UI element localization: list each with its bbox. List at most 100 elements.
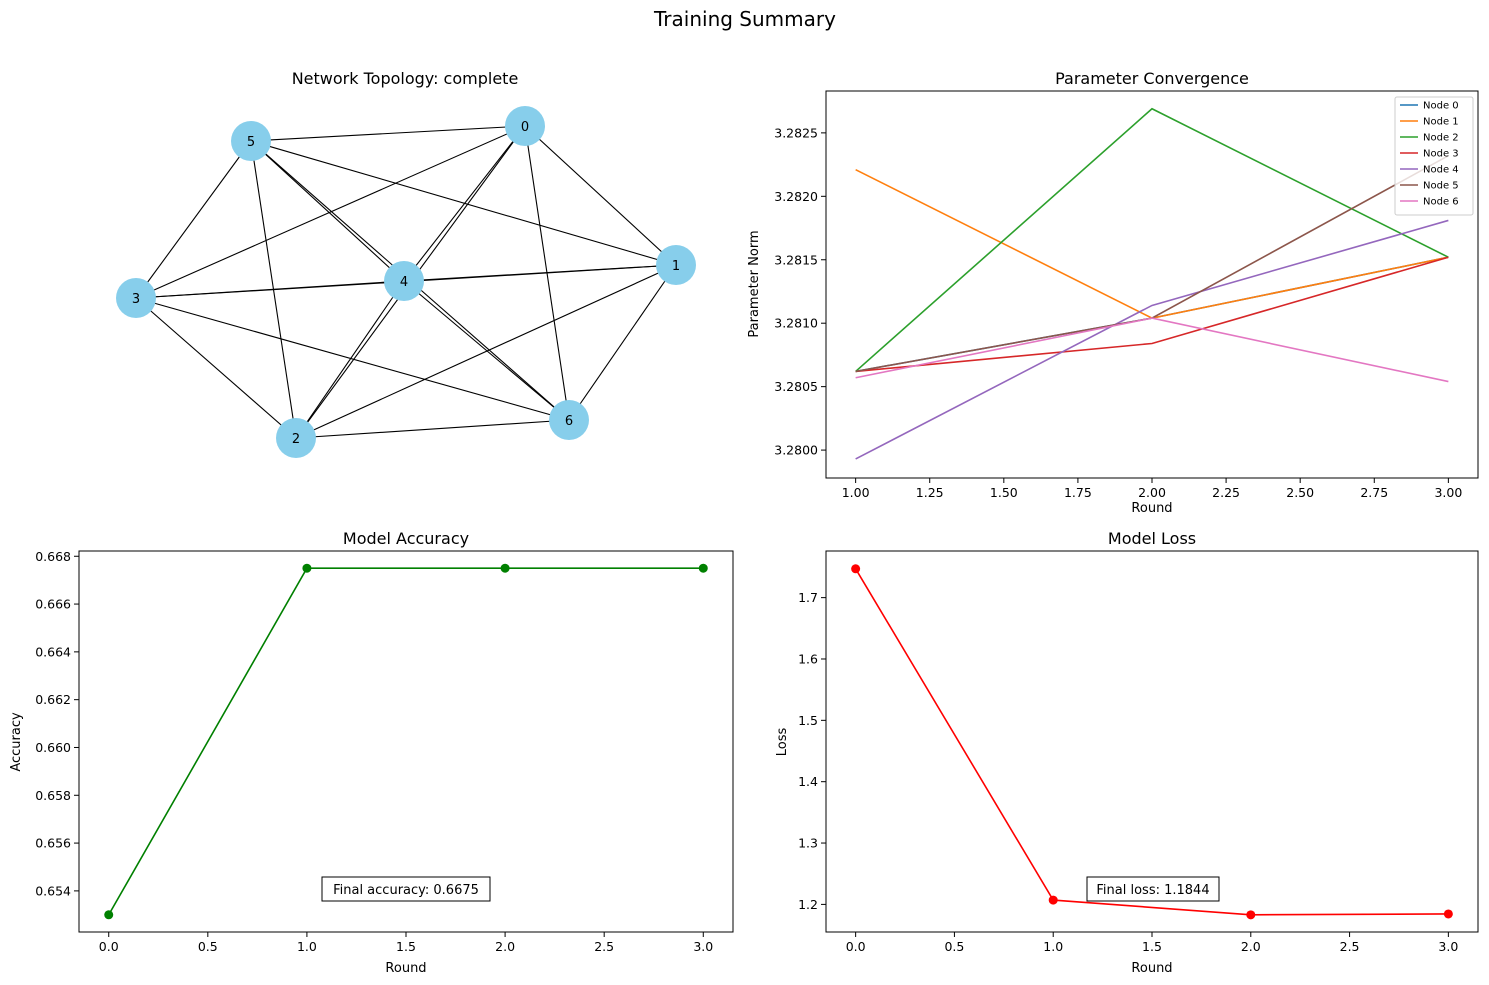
network-node-0 [505, 106, 545, 146]
model-accuracy-point-1 [302, 563, 312, 573]
parameter-convergence-xtick-label: 1.50 [990, 485, 1018, 500]
edge-3-4 [135, 280, 405, 299]
parameter-convergence-ytick-label: 3.2800 [774, 443, 818, 458]
parameter-convergence-ylabel: Parameter Norm [747, 230, 762, 337]
parameter-convergence-ytick-label: 3.2825 [774, 125, 818, 140]
series-line-node-5 [855, 155, 1449, 373]
series-line-node-0 [855, 256, 1449, 373]
model-accuracy-ytick-label: 0.656 [35, 836, 71, 851]
network-node-2 [276, 418, 316, 458]
network-node-label-4: 4 [400, 275, 408, 290]
model-accuracy-point-0 [104, 910, 114, 920]
model-loss-xtick-label: 2.0 [1241, 939, 1261, 954]
model-loss-ytick-label: 1.6 [798, 651, 818, 666]
model-loss-ytick-label: 1.3 [798, 836, 818, 851]
legend-label-node-6: Node 6 [1423, 197, 1459, 208]
network-node-5 [231, 121, 271, 161]
legend-label-node-1: Node 1 [1423, 117, 1459, 128]
model-loss-series-line [854, 568, 1449, 916]
edge-3-6 [135, 297, 570, 421]
model-accuracy-ytick-label: 0.654 [35, 883, 71, 898]
model-loss-xlabel: Round [1131, 961, 1172, 976]
parameter-convergence-title: Parameter Convergence [1055, 69, 1249, 88]
model-accuracy-ytick-label: 0.660 [35, 740, 71, 755]
model-accuracy-ytick-label: 0.658 [35, 788, 71, 803]
parameter-convergence-xtick-label: 1.25 [916, 485, 944, 500]
network-node-label-3: 3 [132, 292, 140, 307]
network-topology-panel: Network Topology: complete 0 1 2 3 4 5 6 [116, 69, 696, 458]
legend-label-node-3: Node 3 [1423, 149, 1459, 160]
model-loss-ylabel: Loss [775, 728, 790, 757]
loss-annotation-box [1086, 876, 1220, 902]
parameter-convergence-ytick-label: 3.2810 [774, 316, 818, 331]
model-loss-xtick-label: 0.5 [944, 939, 964, 954]
model-accuracy-ticks: 0.0 0.5 1.0 1.5 2.0 2.5 3.0 0.654 0.656 0.658 0.66… [35, 549, 713, 954]
parameter-convergence-xtick-label: 1.75 [1064, 485, 1092, 500]
network-node-label-5: 5 [247, 135, 255, 150]
parameter-convergence-xtick-label: 1.00 [842, 485, 870, 500]
model-loss-point-1 [1048, 895, 1058, 905]
model-loss-xtick-label: 0.0 [846, 939, 866, 954]
model-loss-ytick-label: 1.2 [798, 897, 818, 912]
network-node-4 [384, 261, 424, 301]
parameter-convergence-ytick-label: 3.2815 [774, 252, 818, 267]
network-node-6 [549, 400, 589, 440]
edge-4-5 [250, 140, 405, 282]
network-node-label-0: 0 [521, 120, 529, 135]
model-accuracy-xtick-label: 0.0 [99, 939, 119, 954]
edge-1-2 [295, 264, 677, 439]
model-loss-title: Model Loss [1108, 529, 1196, 548]
model-accuracy-xtick-label: 1.0 [297, 939, 317, 954]
model-accuracy-xtick-label: 2.5 [594, 939, 614, 954]
edge-1-6 [568, 264, 677, 421]
series-line-node-4 [855, 219, 1449, 460]
network-node-label-1: 1 [672, 259, 680, 274]
legend-label-node-0: Node 0 [1423, 101, 1459, 112]
edge-0-5 [250, 125, 526, 142]
model-loss-xtick-label: 1.0 [1043, 939, 1063, 954]
accuracy-annotation: Final accuracy: 0.6675 [321, 876, 491, 902]
loss-annotation: Final loss: 1.1844 [1086, 876, 1220, 902]
parameter-convergence-frame [825, 90, 1479, 479]
edge-1-5 [250, 140, 677, 266]
model-loss-line [851, 564, 1453, 920]
network-nodes: 0 1 2 3 4 5 6 [116, 106, 696, 458]
parameter-convergence-lines [855, 107, 1449, 460]
model-accuracy-frame [78, 550, 734, 933]
model-loss-panel: Model Loss Round Loss 0.0 0.5 1.0 1.5 2.0 2.5… [775, 529, 1479, 976]
parameter-convergence-xlabel: Round [1131, 501, 1172, 516]
parameter-convergence-xtick-label: 2.50 [1286, 485, 1314, 500]
parameter-convergence-legend: Node 0 Node 1 Node 2 Node 3 Node 4 Node 5 Node… [1394, 96, 1474, 216]
edge-2-3 [135, 297, 297, 439]
model-accuracy-xtick-label: 1.5 [396, 939, 416, 954]
network-node-label-6: 6 [565, 414, 573, 429]
model-loss-xtick-label: 2.5 [1340, 939, 1360, 954]
parameter-convergence-xtick-label: 3.00 [1434, 485, 1462, 500]
network-topology-title: Network Topology: complete [292, 69, 519, 88]
model-accuracy-ylabel: Accuracy [9, 712, 24, 772]
model-accuracy-ytick-label: 0.668 [35, 549, 71, 564]
parameter-convergence-ytick-label: 3.2820 [774, 189, 818, 204]
model-loss-ytick-label: 1.5 [798, 713, 818, 728]
legend-label-node-2: Node 2 [1423, 133, 1459, 144]
edge-0-3 [135, 125, 526, 299]
model-accuracy-series-line [108, 567, 704, 916]
edge-2-4 [295, 280, 405, 439]
parameter-convergence-xtick-label: 2.25 [1212, 485, 1240, 500]
series-line-node-3 [855, 256, 1449, 373]
loss-annotation-text: Final loss: 1.1844 [1096, 883, 1209, 898]
model-accuracy-xlabel: Round [385, 961, 426, 976]
network-node-1 [656, 245, 696, 285]
figure-title: Training Summary [653, 7, 836, 31]
model-accuracy-title: Model Accuracy [343, 529, 469, 548]
network-node-label-2: 2 [292, 432, 300, 447]
model-accuracy-xtick-label: 2.0 [495, 939, 515, 954]
parameter-convergence-ytick-label: 3.2805 [774, 379, 818, 394]
model-loss-point-2 [1246, 910, 1256, 920]
parameter-convergence-xtick-label: 2.00 [1138, 485, 1166, 500]
edge-0-1 [524, 125, 677, 266]
model-loss-ytick-label: 1.4 [798, 774, 818, 789]
parameter-convergence-ticks: 1.00 1.25 1.50 1.75 2.00 2.25 2.50 2.75 3.00 3.28… [774, 125, 1462, 500]
model-loss-ticks: 0.0 0.5 1.0 1.5 2.0 2.5 3.0 1.2 1.3 1.4 1.5 1.6 1.7 [798, 590, 1458, 954]
